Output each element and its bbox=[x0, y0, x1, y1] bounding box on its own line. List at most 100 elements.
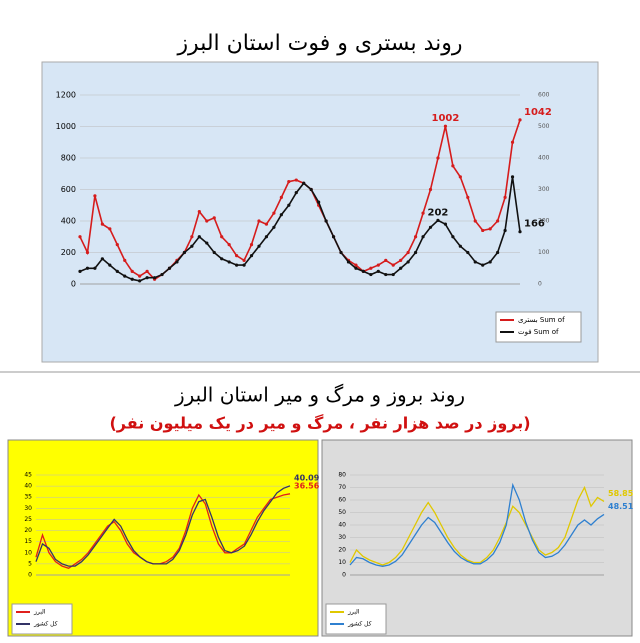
point bbox=[197, 235, 201, 239]
point bbox=[78, 269, 82, 273]
point bbox=[279, 195, 283, 199]
point bbox=[152, 276, 157, 280]
point bbox=[108, 227, 112, 231]
point bbox=[413, 250, 418, 255]
point bbox=[145, 276, 149, 280]
point bbox=[93, 266, 97, 270]
point bbox=[391, 272, 395, 277]
y-tick-label: 45 bbox=[24, 472, 32, 479]
point bbox=[227, 243, 231, 247]
point bbox=[369, 272, 373, 277]
point bbox=[242, 258, 246, 262]
chart-frame bbox=[321, 439, 633, 637]
point bbox=[443, 222, 448, 226]
point bbox=[503, 195, 507, 199]
point bbox=[294, 191, 298, 195]
point bbox=[205, 219, 209, 223]
point bbox=[78, 235, 82, 239]
legend-label: کل کشور bbox=[33, 621, 58, 628]
point bbox=[108, 263, 112, 267]
point bbox=[182, 250, 187, 255]
data-label: 1042 bbox=[524, 107, 552, 118]
y2-tick-label: 0 bbox=[538, 281, 542, 288]
data-label: 36.56 bbox=[294, 481, 320, 490]
legend-label: البرز bbox=[33, 609, 46, 616]
point bbox=[220, 235, 224, 239]
y-tick-label: 0 bbox=[28, 572, 32, 579]
point bbox=[384, 272, 388, 277]
y-tick-label: 20 bbox=[24, 527, 32, 534]
y2-tick-label: 500 bbox=[538, 123, 550, 130]
point bbox=[421, 211, 425, 215]
point bbox=[272, 225, 276, 229]
point bbox=[160, 272, 164, 277]
point bbox=[391, 263, 395, 267]
point bbox=[123, 258, 127, 262]
point bbox=[287, 203, 291, 207]
y-tick-label: 30 bbox=[338, 534, 346, 541]
point bbox=[190, 235, 194, 239]
data-label: 1002 bbox=[432, 113, 460, 124]
y-tick-label: 1200 bbox=[56, 91, 76, 100]
point bbox=[376, 269, 380, 273]
y-tick-label: 400 bbox=[61, 217, 76, 226]
point bbox=[443, 124, 448, 128]
point bbox=[428, 187, 433, 192]
point bbox=[115, 243, 119, 247]
point bbox=[130, 277, 134, 281]
legend-box bbox=[325, 603, 387, 635]
point bbox=[496, 219, 500, 223]
y-tick-label: 70 bbox=[338, 484, 346, 491]
series-line bbox=[35, 493, 291, 570]
point bbox=[481, 263, 485, 267]
y-tick-label: 60 bbox=[338, 497, 346, 504]
y-tick-label: 25 bbox=[24, 516, 32, 523]
series-line bbox=[349, 482, 605, 567]
y2-tick-label: 600 bbox=[538, 92, 550, 99]
y-tick-label: 40 bbox=[24, 483, 32, 490]
point bbox=[406, 250, 410, 255]
point bbox=[220, 257, 224, 261]
point bbox=[145, 269, 149, 273]
point bbox=[93, 194, 97, 198]
point bbox=[421, 235, 425, 239]
point bbox=[503, 228, 507, 233]
point bbox=[249, 254, 254, 258]
point bbox=[138, 274, 142, 278]
point bbox=[331, 235, 336, 239]
point bbox=[496, 250, 500, 255]
y-tick-label: 10 bbox=[338, 559, 346, 566]
point bbox=[205, 241, 209, 245]
point bbox=[212, 216, 216, 220]
point bbox=[123, 274, 127, 278]
point bbox=[466, 250, 470, 255]
point bbox=[257, 219, 261, 223]
point bbox=[518, 118, 522, 122]
y2-tick-label: 200 bbox=[538, 218, 550, 225]
point bbox=[369, 266, 373, 270]
point bbox=[235, 263, 239, 267]
point bbox=[354, 266, 358, 270]
point bbox=[264, 235, 269, 239]
point bbox=[451, 235, 455, 239]
legend-box bbox=[495, 311, 582, 343]
point bbox=[130, 269, 134, 273]
point bbox=[488, 227, 492, 231]
y-tick-label: 200 bbox=[61, 248, 76, 257]
data-label: 48.51 bbox=[608, 502, 634, 511]
legend-label: کل کشور bbox=[347, 621, 372, 628]
point bbox=[384, 258, 388, 262]
point bbox=[466, 195, 470, 199]
y-tick-label: 5 bbox=[28, 560, 32, 567]
legend-label: فوت Sum of bbox=[518, 328, 559, 336]
y2-tick-label: 100 bbox=[538, 249, 550, 256]
chart-title: روند بستری و فوت استان البرز bbox=[176, 31, 462, 56]
section-title: روند بروز و مرگ و میر استان البرز bbox=[174, 383, 465, 407]
point bbox=[510, 175, 515, 179]
data-label: 58.85 bbox=[608, 489, 634, 498]
point bbox=[458, 175, 462, 179]
point bbox=[85, 266, 90, 270]
y-tick-label: 30 bbox=[24, 505, 32, 512]
y-tick-label: 50 bbox=[338, 509, 346, 516]
